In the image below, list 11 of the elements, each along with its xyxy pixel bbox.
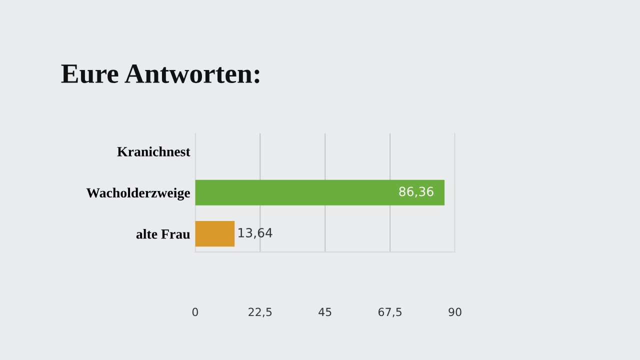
y-tick-label: Kranichnest <box>117 146 190 156</box>
x-tick-label: 45 <box>318 308 332 316</box>
y-tick-label: alte Frau <box>136 229 190 239</box>
data-label: 86,36 <box>399 186 434 198</box>
x-tick-label: 22,5 <box>248 308 272 318</box>
x-tick-label: 0 <box>192 308 198 316</box>
data-label: 13,64 <box>238 228 272 239</box>
x-tick-label: 67,5 <box>378 308 402 318</box>
chart-title: Eure Antworten: <box>61 64 260 84</box>
x-tick-label: 90 <box>448 308 462 316</box>
y-tick-label: Wacholderzweige <box>86 188 190 200</box>
